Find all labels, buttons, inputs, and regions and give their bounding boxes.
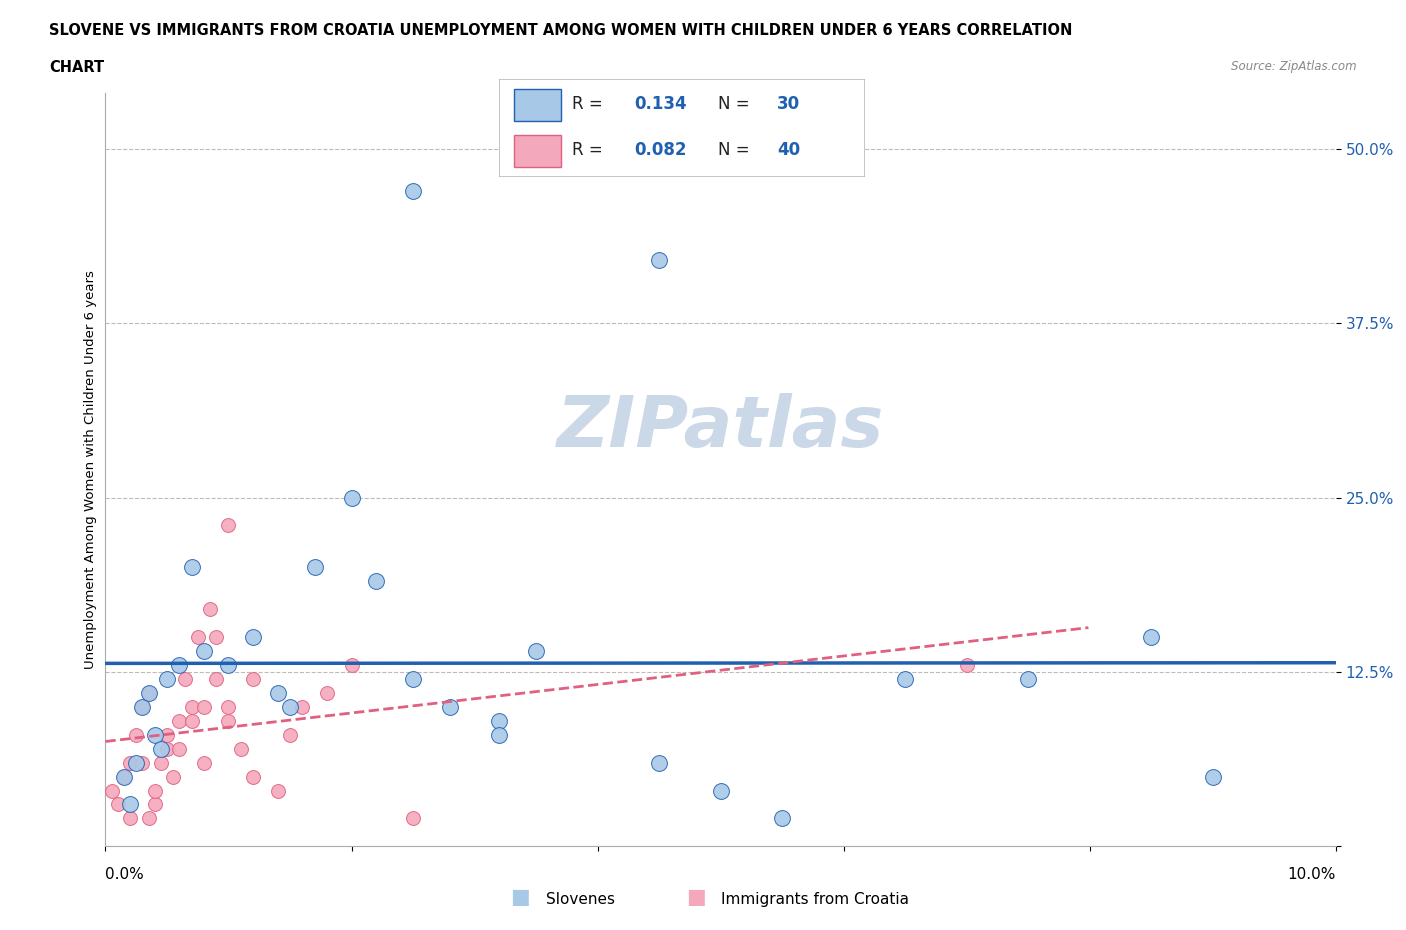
Point [143, 783, 166, 798]
Bar [513, 135, 561, 167]
Text: 10.0%: 10.0% [1288, 867, 1336, 882]
Point [242, 769, 264, 784]
Point [1140, 630, 1163, 644]
Point [120, 797, 141, 812]
Bar [513, 89, 561, 121]
Point [402, 671, 425, 686]
Text: N =: N = [718, 96, 755, 113]
Point [304, 560, 326, 575]
Point [149, 755, 172, 770]
Point [100, 783, 122, 798]
Point [205, 671, 228, 686]
Text: 0.0%: 0.0% [105, 867, 145, 882]
Point [524, 644, 547, 658]
Point [149, 741, 172, 756]
Point [648, 253, 671, 268]
Point [340, 658, 363, 672]
Point [439, 699, 461, 714]
Point [267, 783, 290, 798]
Point [125, 755, 148, 770]
Point [169, 658, 191, 672]
Point [218, 518, 240, 533]
Point [218, 713, 240, 728]
Point [180, 699, 202, 714]
Point [366, 574, 388, 589]
Point [131, 699, 153, 714]
Text: 40: 40 [778, 141, 800, 159]
Point [1202, 769, 1225, 784]
Point [291, 699, 314, 714]
Point [131, 699, 153, 714]
Point [648, 755, 671, 770]
Text: 0.134: 0.134 [634, 96, 688, 113]
Point [218, 699, 240, 714]
Text: ■: ■ [686, 886, 706, 907]
Text: R =: R = [572, 96, 609, 113]
Point [488, 713, 510, 728]
Point [162, 769, 184, 784]
Text: SLOVENE VS IMMIGRANTS FROM CROATIA UNEMPLOYMENT AMONG WOMEN WITH CHILDREN UNDER : SLOVENE VS IMMIGRANTS FROM CROATIA UNEMP… [49, 23, 1073, 38]
Point [169, 741, 191, 756]
Point [187, 630, 209, 644]
Text: Source: ZipAtlas.com: Source: ZipAtlas.com [1232, 60, 1357, 73]
Point [180, 713, 202, 728]
Point [267, 685, 290, 700]
Point [402, 183, 425, 198]
Point [138, 685, 160, 700]
Point [174, 671, 197, 686]
Y-axis label: Unemployment Among Women with Children Under 6 years: Unemployment Among Women with Children U… [84, 271, 97, 669]
Point [138, 685, 160, 700]
Point [156, 741, 179, 756]
Point [316, 685, 339, 700]
Point [156, 671, 179, 686]
Point [143, 727, 166, 742]
Text: ZIPatlas: ZIPatlas [557, 393, 884, 462]
Point [894, 671, 917, 686]
Text: 0.082: 0.082 [634, 141, 688, 159]
Point [770, 811, 793, 826]
Point [242, 630, 264, 644]
Point [193, 644, 215, 658]
Point [488, 727, 510, 742]
Point [218, 658, 240, 672]
Point [193, 699, 215, 714]
Text: R =: R = [572, 141, 609, 159]
Point [138, 811, 160, 826]
Text: ■: ■ [510, 886, 530, 907]
Text: 30: 30 [778, 96, 800, 113]
Point [120, 755, 141, 770]
Point [242, 671, 264, 686]
Point [169, 713, 191, 728]
Point [710, 783, 733, 798]
Point [402, 811, 425, 826]
Point [107, 797, 129, 812]
Point [180, 560, 202, 575]
Text: Immigrants from Croatia: Immigrants from Croatia [721, 892, 910, 907]
Point [229, 741, 252, 756]
Point [112, 769, 135, 784]
Text: N =: N = [718, 141, 755, 159]
Point [193, 755, 215, 770]
Point [1017, 671, 1039, 686]
Point [125, 727, 148, 742]
Point [156, 727, 179, 742]
Text: Slovenes: Slovenes [546, 892, 614, 907]
Point [278, 727, 301, 742]
Point [112, 769, 135, 784]
Point [205, 630, 228, 644]
Text: CHART: CHART [49, 60, 104, 75]
Point [143, 797, 166, 812]
Point [198, 602, 221, 617]
Point [340, 490, 363, 505]
Point [131, 755, 153, 770]
Point [278, 699, 301, 714]
Point [120, 811, 141, 826]
Point [956, 658, 979, 672]
